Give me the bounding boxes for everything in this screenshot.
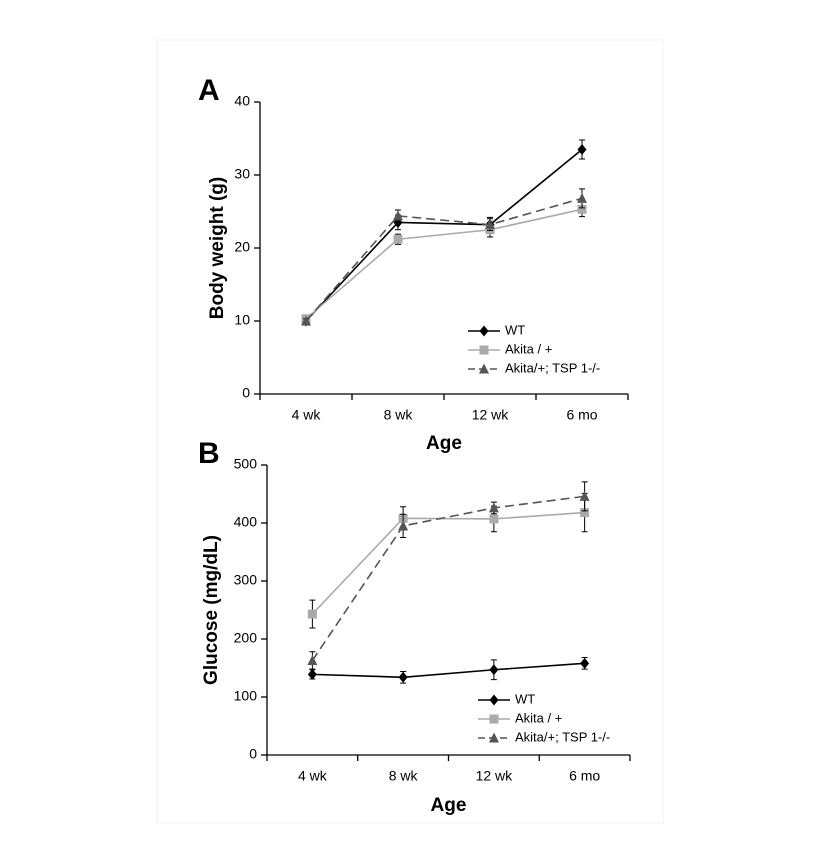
y-tick-label: 400	[234, 514, 258, 530]
legend-label: Akita / +	[505, 341, 552, 356]
x-tick-label: 12 wk	[472, 407, 510, 423]
y-tick-label: 0	[242, 385, 250, 401]
x-tick-label: 8 wk	[389, 768, 419, 784]
y-tick-label: 100	[234, 688, 258, 704]
marker	[579, 490, 590, 501]
marker	[489, 714, 499, 724]
marker	[489, 664, 499, 676]
y-tick-label: 200	[234, 630, 258, 646]
x-tick-label: 12 wk	[476, 768, 514, 784]
marker	[577, 204, 587, 214]
marker	[479, 363, 489, 374]
marker	[580, 657, 590, 669]
x-tick-label: 8 wk	[384, 407, 414, 423]
y-axis-label: Glucose (mg/dL)	[201, 535, 222, 685]
marker	[393, 210, 403, 221]
y-axis-label: Body weight (g)	[207, 177, 228, 319]
marker	[489, 514, 499, 524]
y-tick-label: 300	[234, 572, 258, 588]
y-tick-label: 10	[234, 312, 250, 328]
card	[156, 39, 664, 824]
x-axis-label: Age	[426, 433, 462, 454]
marker	[577, 192, 587, 203]
marker	[489, 694, 499, 706]
x-axis-label: Age	[431, 795, 467, 816]
y-tick-label: 30	[234, 166, 250, 182]
marker	[301, 315, 311, 326]
legend-label: Akita/+; TSP 1-/-	[515, 729, 610, 744]
legend-label: WT	[515, 691, 535, 706]
y-tick-label: 0	[249, 746, 257, 762]
panel-label: A	[198, 74, 220, 107]
x-tick-label: 6 mo	[569, 768, 600, 784]
series-line	[311, 495, 585, 661]
marker	[307, 668, 317, 680]
series-line	[305, 197, 583, 322]
marker	[307, 609, 317, 619]
legend-label: Akita / +	[515, 710, 562, 725]
marker	[580, 508, 590, 518]
y-tick-label: 500	[234, 456, 258, 472]
marker	[479, 345, 489, 355]
x-tick-label: 6 mo	[566, 407, 597, 423]
marker	[307, 654, 318, 665]
legend-label: Akita/+; TSP 1-/-	[505, 360, 600, 375]
legend-label: WT	[505, 322, 525, 337]
marker	[393, 234, 403, 244]
marker	[489, 732, 499, 743]
series-line	[312, 662, 585, 679]
marker	[479, 325, 489, 337]
marker	[577, 143, 587, 155]
series-line	[305, 208, 583, 320]
marker	[485, 219, 495, 230]
marker	[398, 671, 408, 683]
panel-label: B	[198, 437, 220, 470]
series-line	[305, 148, 583, 322]
x-tick-label: 4 wk	[298, 768, 328, 784]
series-line	[311, 511, 585, 615]
marker	[488, 502, 499, 513]
marker	[398, 520, 409, 531]
y-tick-label: 20	[234, 239, 250, 255]
x-tick-label: 4 wk	[292, 407, 322, 423]
y-tick-label: 40	[234, 93, 250, 109]
